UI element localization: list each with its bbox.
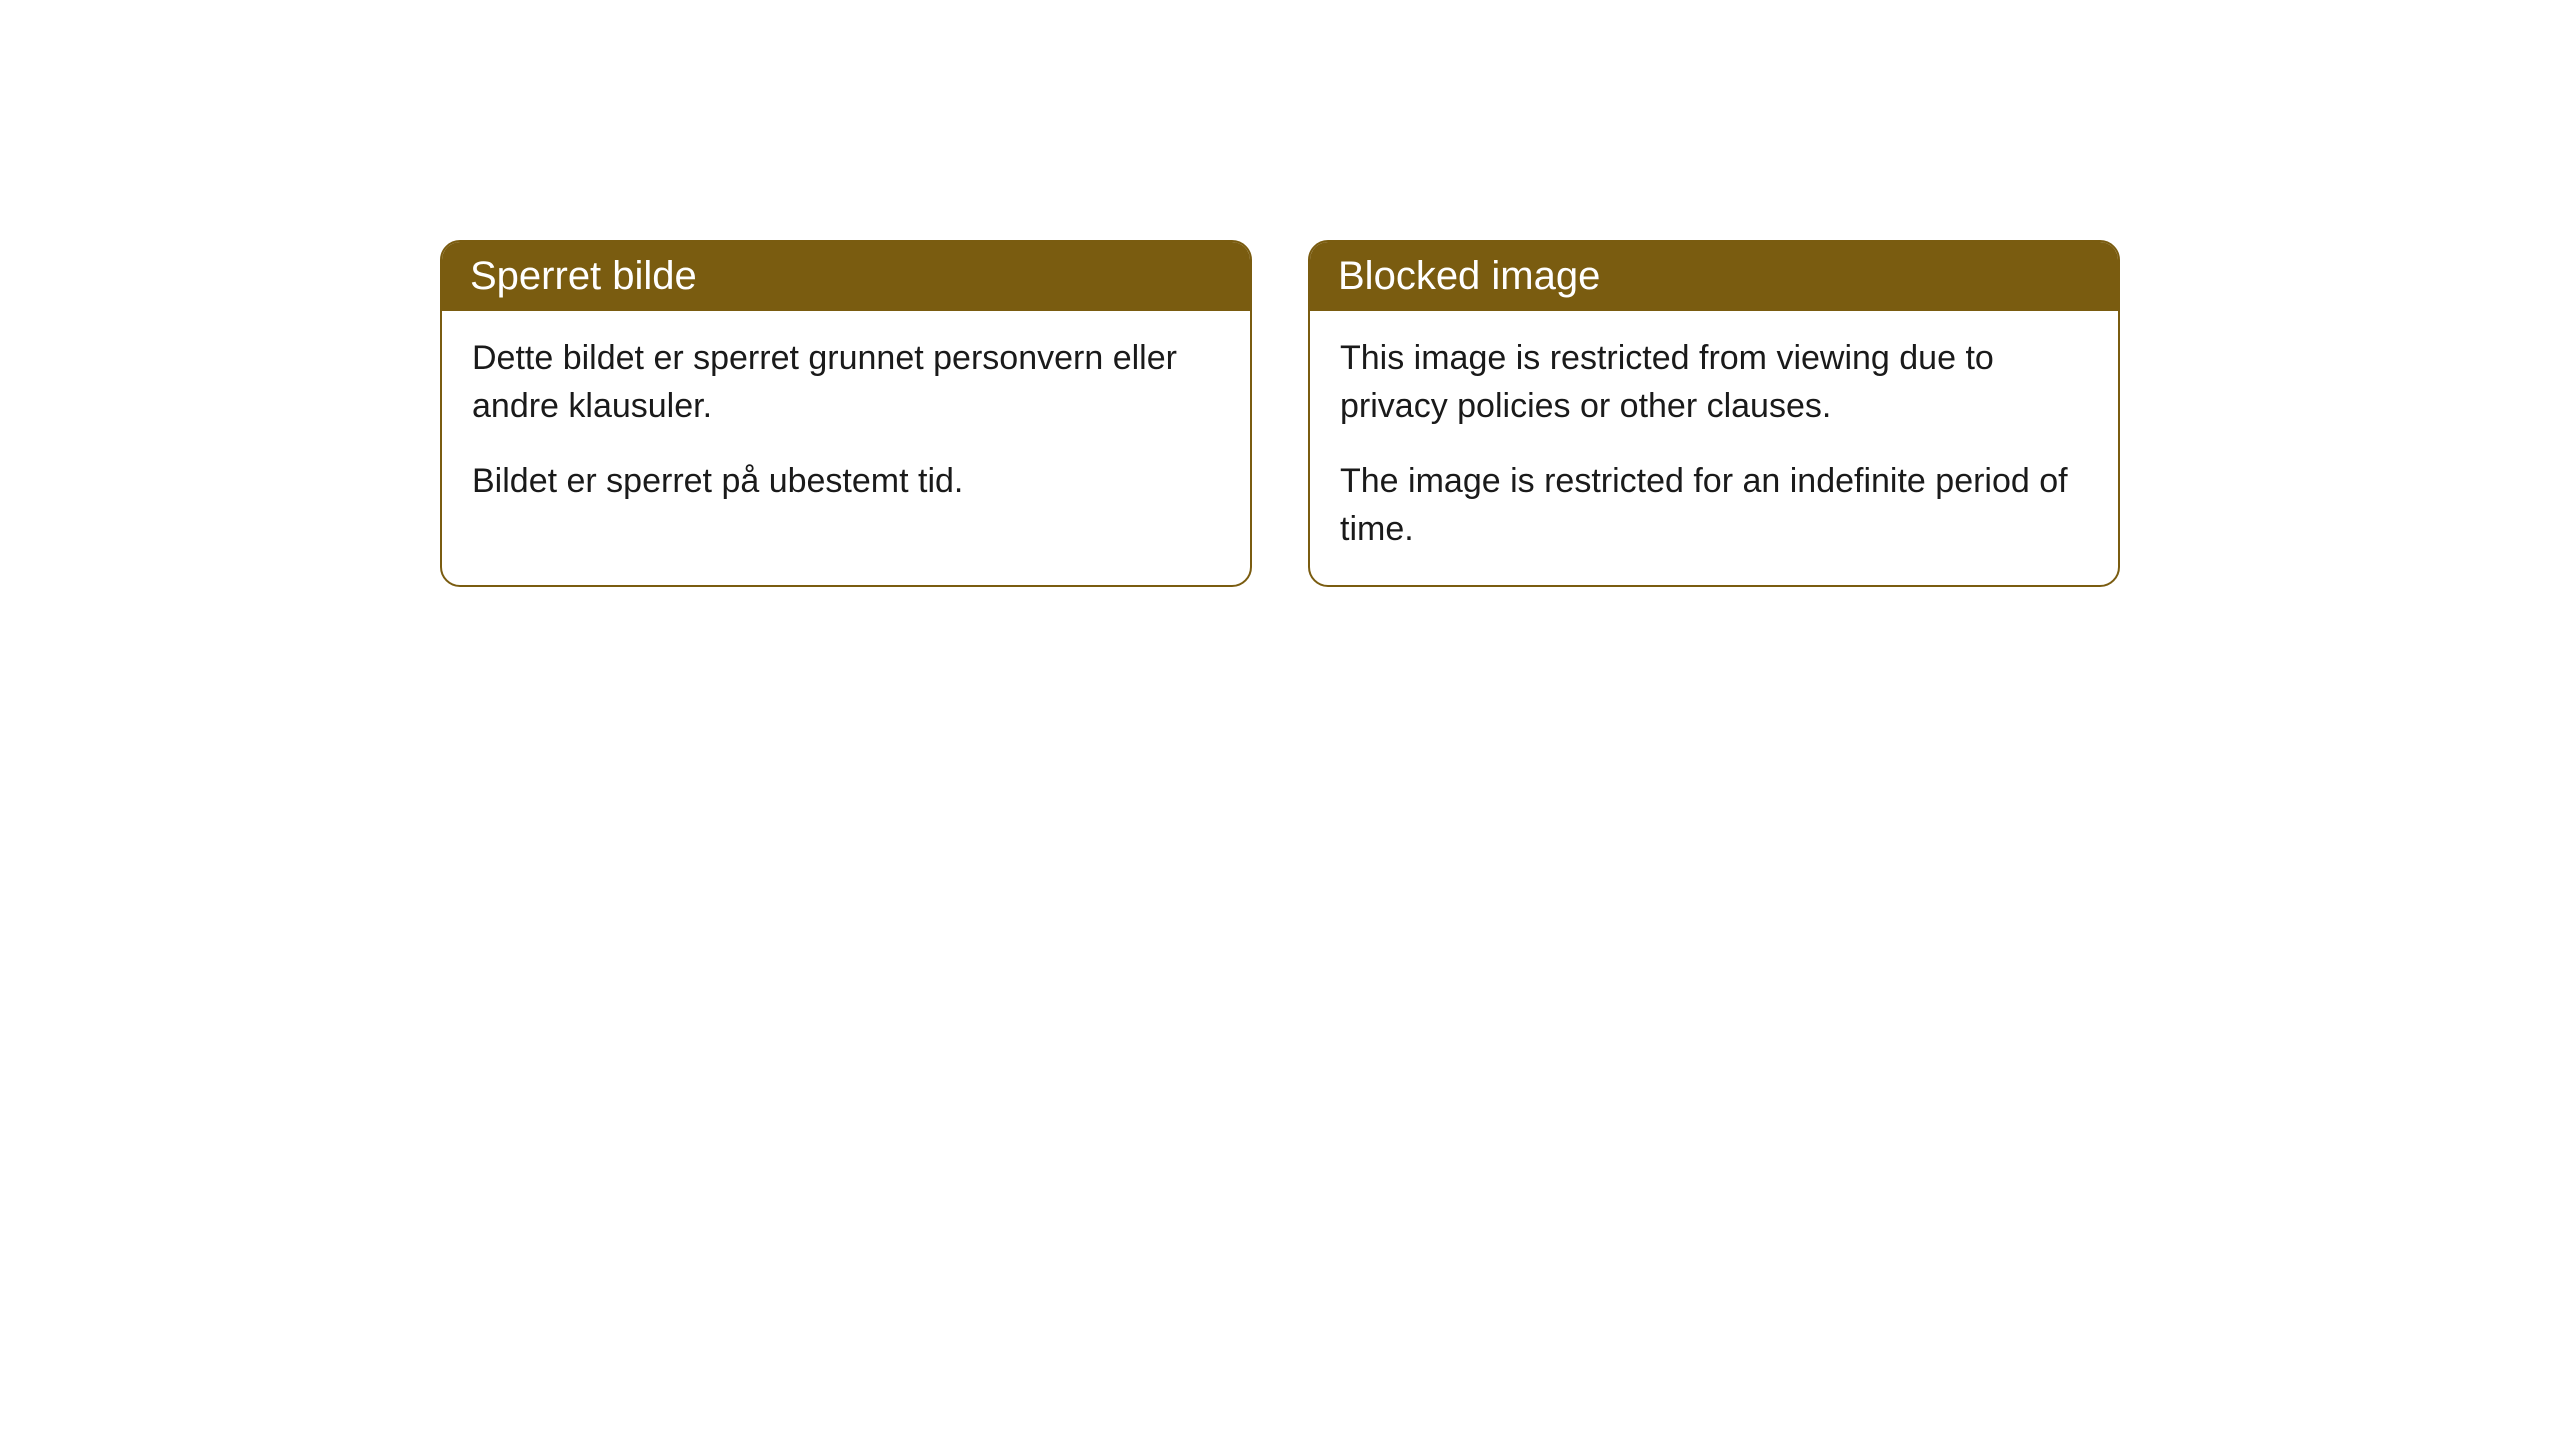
card-header-english: Blocked image [1310, 242, 2118, 311]
card-body-norwegian: Dette bildet er sperret grunnet personve… [442, 311, 1250, 538]
notice-cards-container: Sperret bilde Dette bildet er sperret gr… [440, 240, 2120, 587]
card-title: Sperret bilde [470, 254, 697, 298]
card-header-norwegian: Sperret bilde [442, 242, 1250, 311]
card-paragraph: The image is restricted for an indefinit… [1340, 458, 2088, 553]
notice-card-norwegian: Sperret bilde Dette bildet er sperret gr… [440, 240, 1252, 587]
card-title: Blocked image [1338, 254, 1600, 298]
card-paragraph: Bildet er sperret på ubestemt tid. [472, 458, 1220, 506]
card-body-english: This image is restricted from viewing du… [1310, 311, 2118, 585]
card-paragraph: This image is restricted from viewing du… [1340, 335, 2088, 430]
card-paragraph: Dette bildet er sperret grunnet personve… [472, 335, 1220, 430]
notice-card-english: Blocked image This image is restricted f… [1308, 240, 2120, 587]
